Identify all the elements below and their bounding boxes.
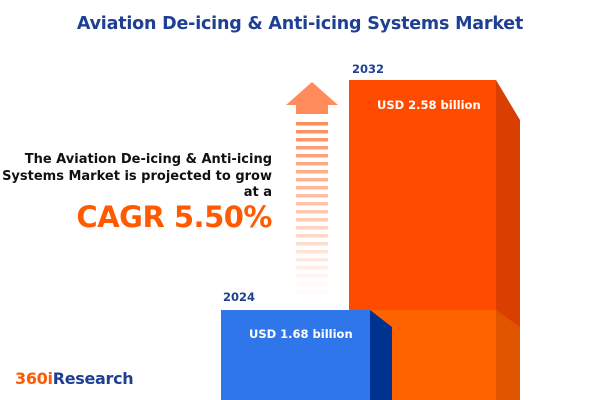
arrow-stripe [296, 234, 328, 238]
arrow-stripe [296, 266, 328, 270]
logo: 360iResearch [15, 369, 134, 388]
arrow-stripe [296, 226, 328, 230]
arrow-stripe [296, 242, 328, 246]
arrow-stripe [296, 194, 328, 198]
arrow-stripe [296, 282, 328, 286]
arrow-stripe [296, 202, 328, 206]
year-label-2032: 2032 [352, 62, 385, 76]
arrow-stripe [296, 122, 328, 126]
bar-2024 [221, 310, 392, 400]
arrow-stripe [296, 290, 328, 294]
arrow-stripe [296, 210, 328, 214]
arrow-stripe [296, 178, 328, 182]
arrow-stripe [296, 130, 328, 134]
data-label-2024: USD 1.68 billion [249, 327, 353, 341]
bar-2024-front [221, 310, 370, 400]
chart-title: Aviation De-icing & Anti-icing Systems M… [76, 14, 524, 34]
growth-description: The Aviation De-icing & Anti-icing Syste… [2, 152, 272, 200]
arrow-stripe [296, 258, 328, 262]
arrow-stripe [296, 154, 328, 158]
arrow-stripe [296, 186, 328, 190]
bar-overlap-side [496, 310, 520, 400]
year-label-2024: 2024 [223, 290, 256, 304]
cagr-value: CAGR 5.50% [76, 200, 272, 234]
arrow-stripe [296, 146, 328, 150]
arrow-stripe [296, 274, 328, 278]
arrow-stripe [296, 250, 328, 254]
bar-2024-side [370, 310, 392, 400]
arrow-stripe [296, 170, 328, 174]
growth-arrow-icon [286, 82, 338, 294]
arrow-stripe [296, 162, 328, 166]
arrow-stripe [296, 218, 328, 222]
data-label-2032: USD 2.58 billion [377, 98, 481, 112]
arrow-stripe [296, 138, 328, 142]
